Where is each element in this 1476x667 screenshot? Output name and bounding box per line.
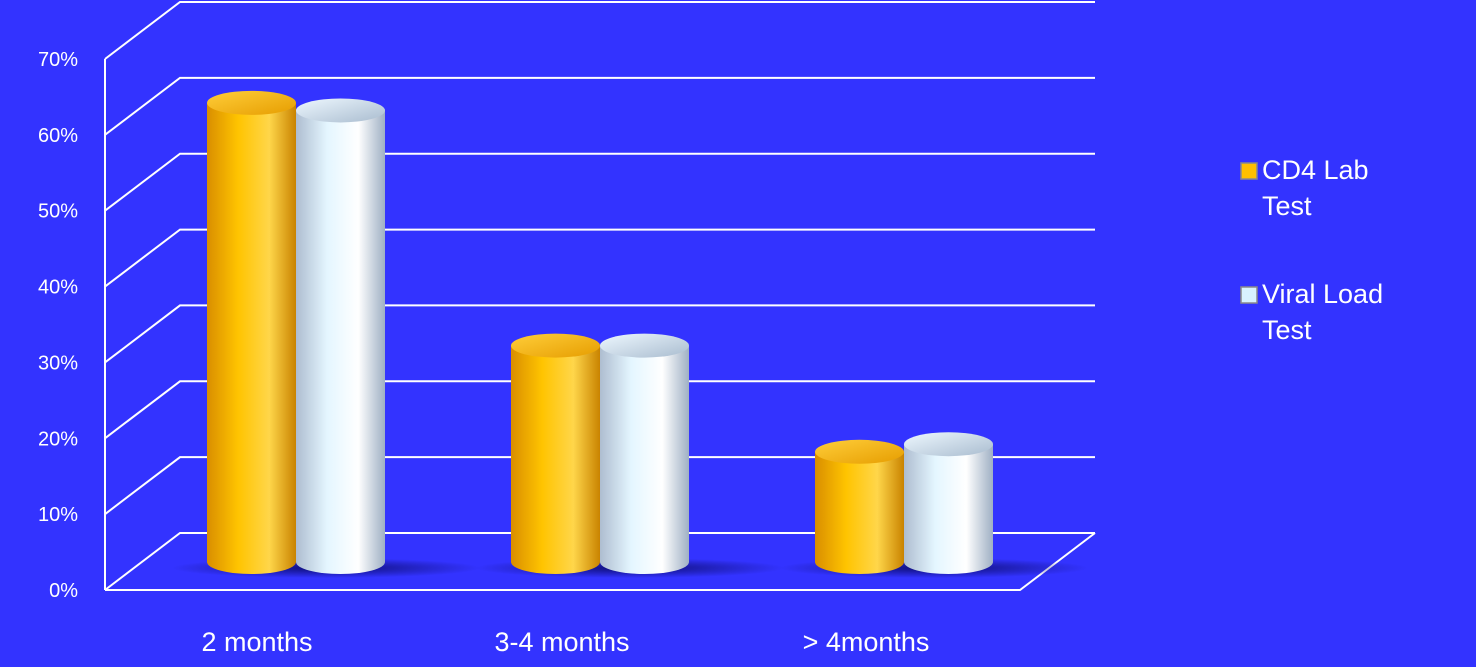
legend: CD4 Lab Test Viral Load Test xyxy=(1240,155,1383,345)
y-tick-label: 30% xyxy=(38,352,78,374)
y-tick-label: 20% xyxy=(38,428,78,450)
gridlines xyxy=(104,0,1096,591)
bar-cd4-lab-test xyxy=(511,345,600,574)
bars xyxy=(172,90,1088,578)
y-tick-label: 10% xyxy=(38,504,78,526)
gridline xyxy=(104,152,1095,212)
x-axis: 2 months 3-4 months > 4months xyxy=(201,627,929,657)
x-category-label: 3-4 months xyxy=(494,627,629,657)
y-axis: 0% 10% 20% 30% 40% 50% 60% 70% xyxy=(38,49,78,602)
gridline xyxy=(104,76,1095,136)
bar-viral-load-test-top xyxy=(296,98,385,123)
bar-cd4-lab-test-top xyxy=(207,90,296,115)
bar-viral-load-test-top xyxy=(904,432,993,457)
y-tick-label: 70% xyxy=(38,49,78,71)
bar-cd4-lab-test-top xyxy=(815,439,904,464)
bar-viral-load-test xyxy=(600,345,689,574)
bar-viral-load-test xyxy=(904,444,993,574)
bar-cd4-lab-test xyxy=(815,451,904,574)
y-tick-label: 60% xyxy=(38,125,78,147)
x-category-label: > 4months xyxy=(803,627,930,657)
legend-item-cd4-lab-test: CD4 Lab Test xyxy=(1240,155,1369,221)
x-category-label: 2 months xyxy=(201,627,312,657)
gridline xyxy=(104,228,1095,288)
bar-viral-load-test-top xyxy=(600,333,689,358)
gridline xyxy=(104,380,1095,440)
legend-swatch xyxy=(1240,162,1258,180)
legend-label: CD4 Lab Test xyxy=(1262,155,1369,221)
legend-swatch xyxy=(1240,286,1258,304)
floor-edge xyxy=(105,532,1096,591)
gridline xyxy=(104,456,1095,515)
legend-label: Viral Load Test xyxy=(1262,279,1383,345)
bar-cd4-lab-test-top xyxy=(511,333,600,358)
legend-item-viral-load-test: Viral Load Test xyxy=(1240,279,1383,345)
y-tick-label: 40% xyxy=(38,277,78,299)
bar-viral-load-test xyxy=(296,110,385,574)
bar-cd4-lab-test xyxy=(207,102,296,574)
y-tick-label: 0% xyxy=(49,580,78,602)
y-tick-label: 50% xyxy=(38,201,78,223)
gridline xyxy=(104,304,1095,364)
gridline xyxy=(104,0,1095,60)
gridline xyxy=(104,532,1095,591)
